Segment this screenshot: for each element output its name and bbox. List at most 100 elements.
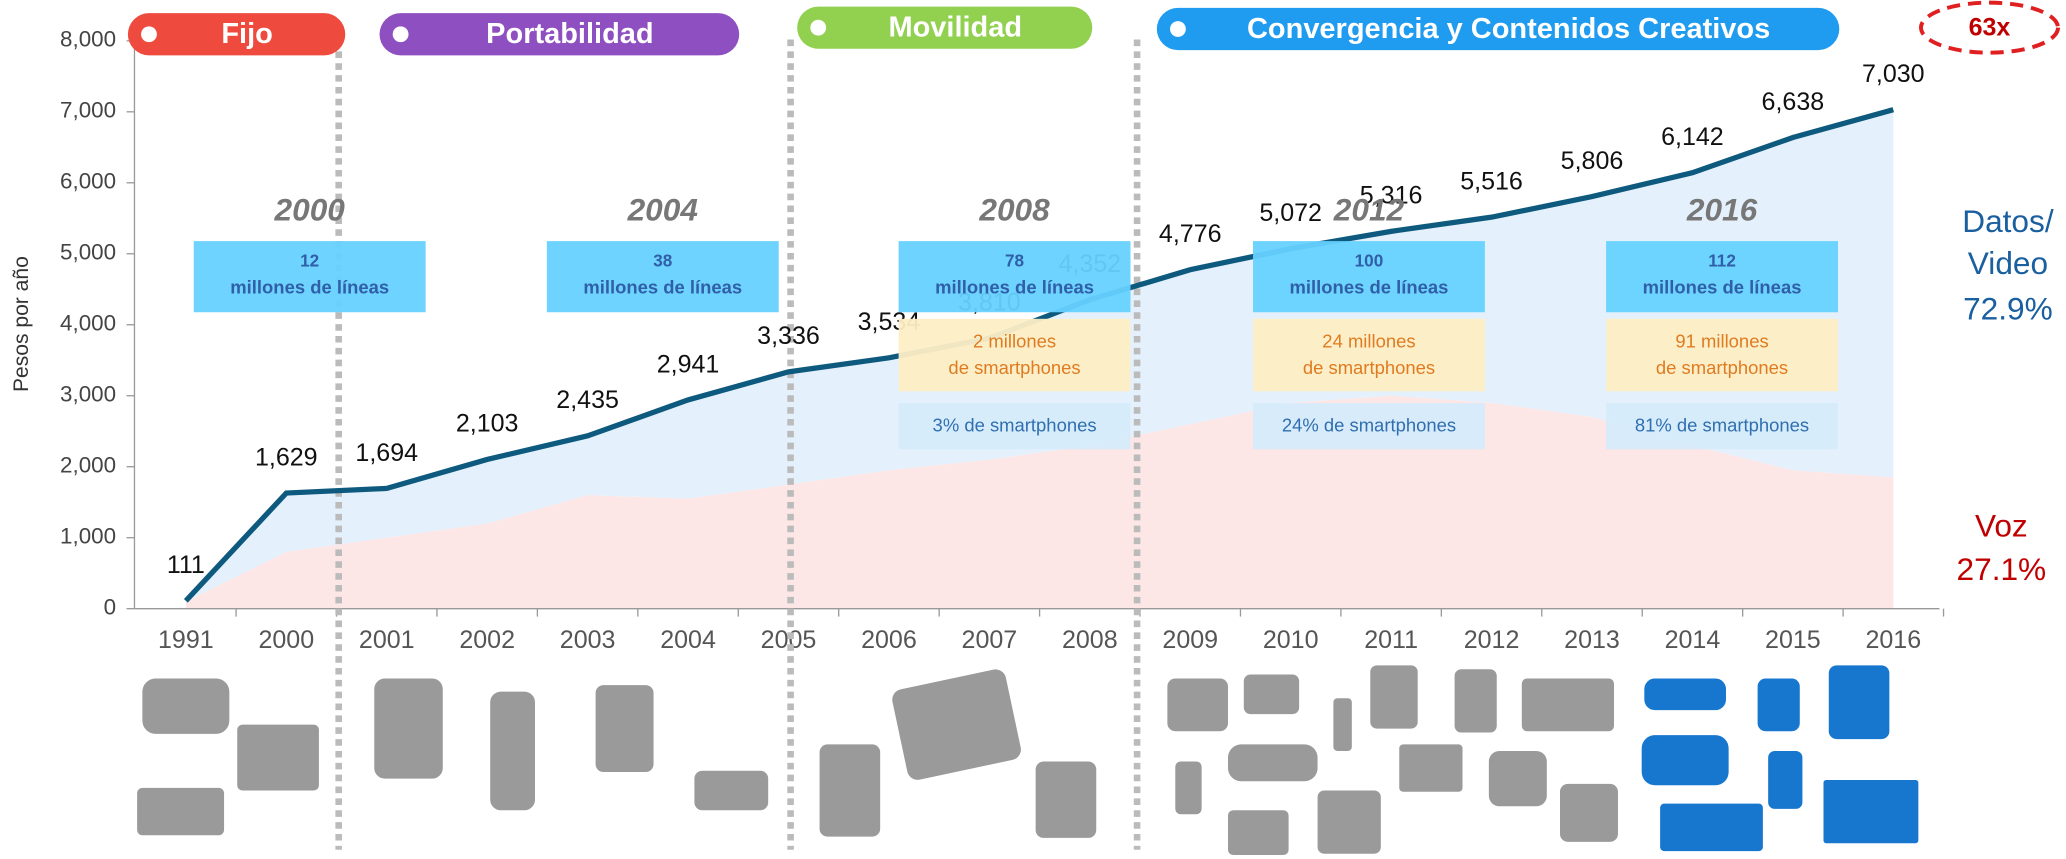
share-box [1253, 403, 1485, 450]
area-name: Datos/Video [1962, 203, 2054, 281]
value-label: 111 [167, 551, 205, 579]
value-label: 4,776 [1159, 220, 1222, 248]
area-share: 72.9% [1963, 290, 2053, 326]
smartphones-line: 2 millones [973, 330, 1056, 351]
value-label: 1,629 [255, 443, 318, 471]
lines-unit: millones de líneas [1290, 276, 1449, 297]
value-label: 2,435 [556, 386, 619, 414]
smartphones-box [898, 318, 1131, 392]
x-tick-label: 2015 [1765, 626, 1821, 654]
lines-box [1606, 241, 1838, 313]
smartphone-share: 81% de smartphones [1635, 415, 1809, 436]
value-label: 7,030 [1862, 60, 1925, 88]
lines-unit: millones de líneas [1643, 276, 1802, 297]
area-name: Voz [1975, 508, 2028, 544]
x-tick-label: 2002 [459, 626, 515, 654]
value-label: 3,336 [757, 322, 820, 350]
smartphones: 24 millones de smartphones [1303, 330, 1435, 377]
smartphones-line: de smartphones [948, 357, 1080, 378]
milestone-year: 2012 [1333, 191, 1405, 227]
y-tick-label: 5,000 [60, 240, 116, 265]
lines-box [1253, 241, 1485, 313]
milestone-year: 2000 [274, 191, 346, 227]
smartphones-line: de smartphones [1656, 357, 1788, 378]
y-tick-label: 1,000 [60, 524, 116, 549]
value-label: 5,806 [1561, 147, 1624, 175]
smartphones-line: de smartphones [1303, 357, 1435, 378]
lines-unit: millones de líneas [935, 276, 1094, 297]
x-tick-label: 2013 [1564, 626, 1620, 654]
area-share: 27.1% [1957, 551, 2047, 587]
y-tick-label: 3,000 [60, 382, 116, 407]
era-pill [127, 13, 346, 56]
value-label: 2,941 [657, 350, 720, 378]
era-dot [392, 26, 409, 43]
icons-color [1641, 665, 1919, 852]
lines-box [898, 241, 1131, 313]
x-tick-label: 2004 [660, 626, 716, 654]
era-dot [810, 19, 827, 36]
lines-count: 12 [300, 252, 319, 271]
era-pill [379, 13, 740, 56]
x-tick-label: 2011 [1364, 626, 1418, 654]
era-label: Fijo [221, 18, 272, 50]
badge-ring [1919, 0, 2060, 55]
milestone-year: 2016 [1686, 191, 1758, 227]
y-axis-label: Pesos por año [10, 256, 33, 392]
lines-count: 38 [653, 252, 672, 271]
x-tick-label: 2008 [1062, 626, 1118, 654]
badge: 63x [1969, 14, 2011, 42]
lines-count: 78 [1005, 252, 1024, 271]
x-tick-label: 2007 [962, 626, 1018, 654]
y-tick-label: 4,000 [60, 311, 116, 336]
share-box [898, 403, 1131, 450]
lines-unit: millones de líneas [583, 276, 742, 297]
smartphones: 2 millones de smartphones [948, 330, 1080, 377]
y-tick-label: 6,000 [60, 169, 116, 194]
value-label: 5,072 [1259, 199, 1322, 227]
x-tick-label: 2001 [359, 626, 415, 654]
smartphones-box [1253, 318, 1485, 392]
value-label: 6,638 [1762, 88, 1825, 116]
smartphones-line: 24 millones [1322, 330, 1415, 351]
smartphones-line: 91 millones [1675, 330, 1768, 351]
value-label: 1,694 [355, 439, 418, 467]
x-tick-label: 1991 [158, 626, 214, 654]
era-label: Movilidad [888, 12, 1022, 44]
y-tick-label: 7,000 [60, 98, 116, 123]
value-label: 5,316 [1360, 182, 1423, 210]
smartphones-box [1606, 318, 1838, 392]
icons [137, 665, 1618, 856]
y-tick-label: 2,000 [60, 453, 116, 478]
lines-box [193, 241, 426, 313]
era-pill [797, 6, 1093, 49]
value-label: 2,103 [456, 410, 519, 438]
lines-unit: millones de líneas [230, 276, 389, 297]
area-name-line: Datos/ [1962, 203, 2054, 239]
value-label: 5,516 [1460, 168, 1523, 196]
area-name-line: Video [1968, 245, 2048, 281]
x-tick-label: 2012 [1464, 626, 1520, 654]
x-tick-label: 2009 [1162, 626, 1218, 654]
era-label: Portabilidad [486, 18, 653, 50]
value-label: 6,142 [1661, 123, 1724, 151]
x-tick-label: 2003 [560, 626, 616, 654]
smartphone-share: 24% de smartphones [1282, 415, 1456, 436]
lines-count: 112 [1708, 252, 1736, 271]
era-pill [1156, 7, 1840, 51]
x-tick-label: 2016 [1865, 626, 1921, 654]
y-tick-label: 8,000 [60, 27, 116, 52]
x-tick-label: 2010 [1263, 626, 1319, 654]
era-label: Convergencia y Contenidos Creativos [1247, 13, 1770, 45]
smartphones: 91 millones de smartphones [1656, 330, 1788, 377]
x-tick-label: 2006 [861, 626, 917, 654]
share-box [1606, 403, 1838, 450]
lines-box [546, 241, 779, 313]
milestone-year: 2004 [627, 191, 699, 227]
y-tick-label: 0 [104, 595, 116, 620]
milestone-year: 2008 [978, 191, 1050, 227]
era-dot [141, 26, 157, 43]
era-dot [1170, 21, 1186, 37]
x-tick-label: 2014 [1665, 626, 1721, 654]
